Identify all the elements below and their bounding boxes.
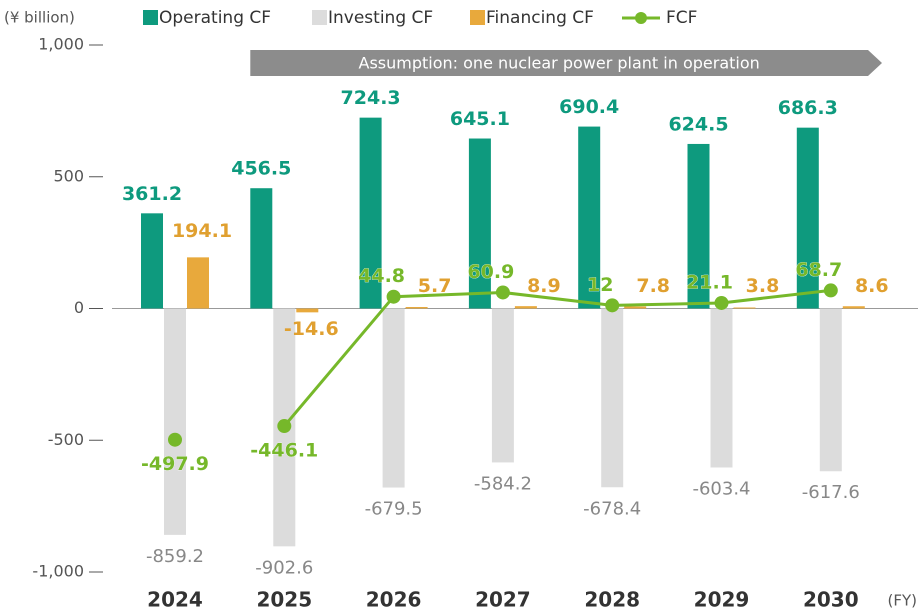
- data-label: -679.5: [365, 499, 423, 520]
- y-tick-label: -500: [48, 430, 84, 449]
- data-label: -497.9: [141, 453, 209, 475]
- data-label: -603.4: [692, 478, 750, 499]
- bar: [491, 308, 514, 463]
- data-label: -14.6: [284, 318, 339, 340]
- x-tick-label: 2028: [584, 588, 640, 612]
- y-tick-label: 500: [53, 166, 84, 185]
- y-tick-label: 0: [74, 298, 84, 317]
- bar: [296, 308, 319, 313]
- data-label: -859.2: [146, 546, 204, 567]
- data-label: 68.7: [795, 259, 842, 281]
- legend-label: Financing CF: [486, 8, 594, 28]
- data-label: 60.9: [467, 261, 514, 283]
- data-label: 624.5: [668, 113, 728, 135]
- fcf-point: [605, 298, 620, 313]
- legend-swatch: [143, 10, 158, 25]
- bar: [687, 143, 710, 309]
- bar: [141, 213, 163, 309]
- bar: [187, 257, 209, 309]
- legend-label: Operating CF: [159, 8, 271, 28]
- fcf-point: [277, 419, 292, 434]
- legend-label: Investing CF: [328, 8, 433, 28]
- data-label: 645.1: [450, 108, 510, 130]
- bar: [359, 117, 382, 309]
- fcf-point: [823, 283, 838, 298]
- legend-swatch: [312, 10, 327, 25]
- x-tick-label: 2027: [475, 588, 531, 612]
- bar: [819, 308, 842, 472]
- bar: [405, 306, 428, 309]
- y-tick-label: -1,000: [32, 562, 84, 581]
- y-axis-label: (¥ billion): [4, 9, 75, 27]
- data-label: 690.4: [559, 96, 619, 118]
- data-label: -446.1: [250, 440, 318, 462]
- bar: [710, 308, 733, 468]
- legend-label: FCF: [666, 8, 697, 28]
- x-tick-label: 2029: [694, 588, 750, 612]
- y-tick-label: 1,000: [38, 35, 84, 54]
- data-label: 3.8: [746, 275, 780, 297]
- bar: [250, 188, 273, 309]
- fcf-line: [283, 288, 831, 428]
- x-axis-label: (FY): [888, 592, 918, 610]
- data-label: 7.8: [636, 275, 670, 297]
- data-label: 5.7: [418, 275, 452, 297]
- data-label: 8.9: [527, 275, 561, 297]
- data-label: 686.3: [778, 97, 838, 119]
- fcf-point: [495, 285, 510, 300]
- fcf-point: [168, 432, 182, 447]
- bar: [601, 308, 624, 488]
- data-label: 456.5: [231, 158, 291, 180]
- data-label: 724.3: [341, 87, 401, 109]
- data-label: 44.8: [358, 265, 405, 287]
- bar: [578, 126, 601, 309]
- fcf-point: [386, 289, 401, 304]
- data-label: -902.6: [255, 557, 313, 578]
- data-label: 12: [587, 274, 613, 296]
- data-label: -617.6: [802, 482, 860, 503]
- annotation-text: Assumption: one nuclear power plant in o…: [359, 54, 760, 73]
- bar: [842, 306, 865, 309]
- bar: [796, 127, 819, 309]
- fcf-point: [714, 295, 729, 310]
- x-tick-label: 2026: [366, 588, 422, 612]
- data-label: 361.2: [122, 183, 182, 205]
- data-label: 8.6: [855, 275, 889, 297]
- bar: [468, 138, 491, 309]
- x-tick-label: 2030: [803, 588, 859, 612]
- bar: [382, 308, 405, 488]
- bar: [164, 308, 186, 535]
- x-tick-label: 2025: [256, 588, 312, 612]
- data-label: 194.1: [172, 220, 232, 242]
- data-label: -678.4: [583, 498, 641, 519]
- data-label: 21.1: [686, 271, 733, 293]
- bar: [733, 307, 756, 309]
- x-tick-label: 2024: [147, 588, 203, 612]
- legend-swatch: [470, 10, 485, 25]
- annotation-arrow: [250, 50, 883, 76]
- bar: [624, 306, 647, 309]
- bar: [514, 306, 537, 309]
- data-label: -584.2: [474, 473, 532, 494]
- legend-dot: [635, 12, 647, 24]
